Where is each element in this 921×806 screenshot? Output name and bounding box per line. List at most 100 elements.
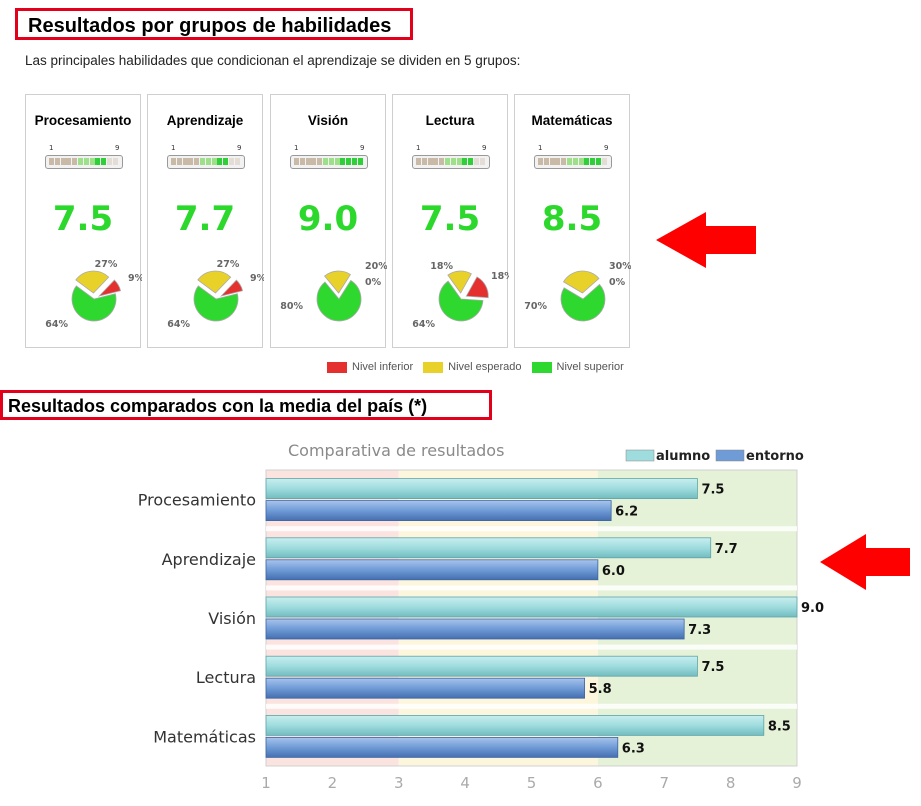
red-arrow-icon bbox=[820, 534, 910, 590]
meter-segment bbox=[340, 158, 346, 165]
plot-frame bbox=[265, 469, 798, 767]
chart-legend-swatch bbox=[625, 449, 655, 462]
meter-segment bbox=[427, 158, 433, 165]
meter-segment bbox=[211, 158, 217, 165]
pie-slice-esperado bbox=[75, 270, 110, 294]
skill-score: 8.5 bbox=[541, 199, 603, 239]
meter-segment bbox=[299, 158, 305, 165]
meter-segment bbox=[229, 158, 234, 165]
x-tick-label: 1 bbox=[261, 774, 271, 792]
bar-alumno bbox=[265, 655, 698, 677]
meter-tick-max: 9 bbox=[604, 144, 609, 152]
bar-alumno bbox=[265, 596, 798, 618]
intro-text: Las principales habilidades que condicio… bbox=[25, 53, 521, 68]
meter-segment bbox=[66, 158, 72, 165]
x-tick-label: 4 bbox=[460, 774, 470, 792]
meter-segment bbox=[305, 158, 311, 165]
value-label-alumno: 7.5 bbox=[701, 483, 724, 498]
category-label: Aprendizaje bbox=[162, 550, 256, 569]
pie-slice-superior bbox=[560, 283, 606, 322]
meter-segment bbox=[561, 158, 567, 165]
meter-segment bbox=[543, 158, 549, 165]
red-arrow-icon bbox=[656, 212, 756, 268]
meter-segment bbox=[572, 158, 578, 165]
meter-segment bbox=[311, 158, 317, 165]
category-label: Visión bbox=[208, 609, 256, 628]
row-separator bbox=[266, 703, 797, 709]
pie-label-inferior: 18% bbox=[491, 271, 509, 282]
distribution-pie: 27% 9% 64% bbox=[45, 259, 142, 330]
chart-legend-label: entorno bbox=[746, 449, 804, 464]
x-tick-label: 8 bbox=[726, 774, 736, 792]
category-label: Lectura bbox=[196, 668, 256, 687]
meter-segment bbox=[549, 158, 555, 165]
category-label: Matemáticas bbox=[153, 727, 256, 746]
meter-segment bbox=[578, 158, 584, 165]
value-label-entorno: 6.3 bbox=[622, 741, 645, 756]
meter-segment bbox=[101, 158, 107, 165]
meter-segment bbox=[107, 158, 112, 165]
legend-swatch-superior bbox=[531, 361, 552, 373]
pie-label-superior: 64% bbox=[167, 319, 190, 330]
row-separator bbox=[266, 585, 797, 591]
section-title-habilidades: Resultados por grupos de habilidades bbox=[15, 8, 413, 40]
value-label-alumno: 8.5 bbox=[768, 719, 791, 734]
meter-segment bbox=[433, 158, 439, 165]
skill-card-title: Lectura bbox=[425, 113, 475, 128]
chart-title: Comparativa de resultados bbox=[288, 441, 504, 460]
meter-segment bbox=[468, 158, 474, 165]
x-tick-label: 5 bbox=[527, 774, 537, 792]
section-title-comparados: Resultados comparados con la media del p… bbox=[0, 390, 492, 420]
pie-slice-superior bbox=[71, 285, 117, 322]
pie-label-esperado: 30% bbox=[609, 261, 631, 272]
pie-label-inferior: 0% bbox=[365, 277, 382, 288]
pie-label-superior: 70% bbox=[524, 301, 547, 312]
skill-card-title: Visión bbox=[307, 113, 349, 128]
value-label-entorno: 6.0 bbox=[602, 564, 625, 579]
meter-segment bbox=[421, 158, 427, 165]
value-label-alumno: 9.0 bbox=[801, 601, 824, 616]
meter-segment bbox=[317, 158, 323, 165]
legend-item-inferior: Nivel inferior bbox=[327, 361, 413, 373]
meter-segment bbox=[176, 158, 182, 165]
distribution-pie: 20% 0% 80% bbox=[280, 261, 387, 322]
legend-swatch-esperado bbox=[423, 361, 444, 373]
meter-segment bbox=[182, 158, 188, 165]
value-label-entorno: 7.3 bbox=[688, 623, 711, 638]
meter-segment bbox=[590, 158, 596, 165]
x-tick-label: 6 bbox=[593, 774, 603, 792]
skill-card-title: Aprendizaje bbox=[166, 113, 244, 128]
meter-segment bbox=[445, 158, 450, 165]
skill-card-title: Matemáticas bbox=[531, 113, 613, 128]
pie-slice-esperado bbox=[324, 270, 351, 294]
meter-segment bbox=[217, 158, 223, 165]
pie-label-superior: 64% bbox=[45, 319, 68, 330]
distribution-pie: 18% 18% 64% bbox=[412, 261, 509, 330]
meter-segment bbox=[188, 158, 194, 165]
meter-segment bbox=[334, 158, 340, 165]
meter-segment bbox=[479, 158, 485, 165]
bar-entorno bbox=[265, 559, 599, 581]
pie-slice-esperado bbox=[562, 270, 600, 294]
pie-label-esperado: 27% bbox=[95, 259, 118, 270]
meter-tick-min: 1 bbox=[294, 144, 299, 152]
pie-label-superior: 80% bbox=[280, 301, 303, 312]
value-label-entorno: 6.2 bbox=[615, 505, 638, 520]
meter-segment bbox=[346, 158, 352, 165]
meter-segment bbox=[584, 158, 590, 165]
meter-tick-max: 9 bbox=[482, 144, 487, 152]
meter-tick-max: 9 bbox=[360, 144, 365, 152]
meter-segment bbox=[234, 158, 240, 165]
legend-label-esperado: Nivel esperado bbox=[448, 361, 522, 373]
meter-segment bbox=[205, 158, 211, 165]
comparison-chart: Procesamiento 7.5 6.2 Aprendizaje 7.7 6.0 Visi… bbox=[138, 441, 824, 792]
meter-segment bbox=[49, 158, 54, 165]
bar-entorno bbox=[265, 677, 586, 699]
meter-segment bbox=[462, 158, 468, 165]
pie-slice-superior bbox=[316, 279, 362, 322]
